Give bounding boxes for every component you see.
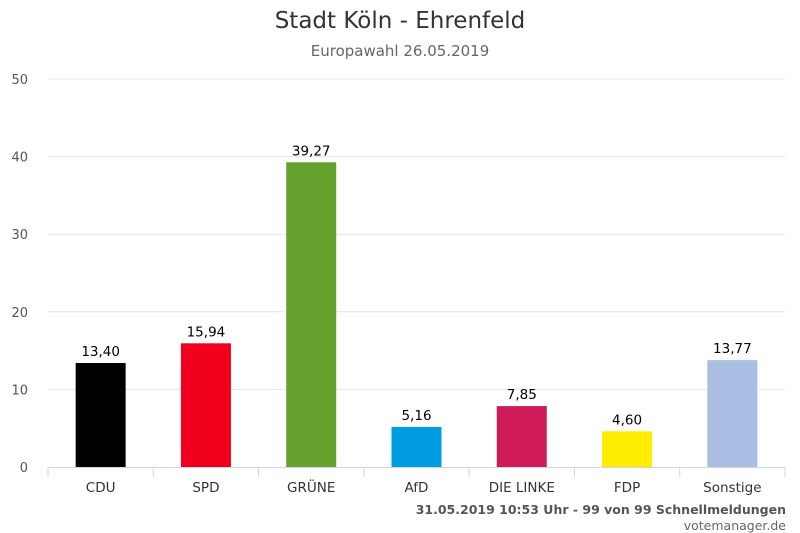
bar-afd[interactable] bbox=[391, 426, 442, 467]
bar-gr-ne[interactable] bbox=[286, 162, 337, 467]
bar-die-linke[interactable] bbox=[496, 406, 547, 467]
y-tick-label: 20 bbox=[11, 306, 28, 321]
data-label: 15,94 bbox=[187, 324, 226, 340]
data-label: 13,77 bbox=[713, 341, 752, 357]
bar-spd[interactable] bbox=[180, 343, 231, 467]
y-tick-label: 10 bbox=[11, 383, 28, 398]
x-tick-label: GRÜNE bbox=[287, 478, 335, 496]
x-tick-label: AfD bbox=[405, 480, 429, 496]
data-label: 4,60 bbox=[612, 412, 642, 428]
x-tick-label: SPD bbox=[192, 480, 219, 496]
bar-sonstige[interactable] bbox=[707, 360, 758, 467]
bar-chart: 0 10 20 30 40 50 13,40 CDU 15,94 SPD 39,27 GRÜNE 5,1… bbox=[11, 73, 786, 496]
x-tick-label: Sonstige bbox=[703, 480, 761, 496]
y-tick-label: 40 bbox=[11, 151, 28, 166]
data-label: 7,85 bbox=[507, 387, 537, 403]
chart-title: Stadt Köln - Ehrenfeld bbox=[274, 8, 526, 34]
data-label: 39,27 bbox=[292, 143, 331, 159]
data-label: 13,40 bbox=[81, 344, 120, 360]
credit-link[interactable]: votemanager.de bbox=[683, 518, 786, 533]
bar-cdu[interactable] bbox=[75, 363, 126, 467]
data-label: 5,16 bbox=[401, 408, 431, 424]
chart-subtitle: Europawahl 26.05.2019 bbox=[310, 42, 490, 60]
x-tick-label: DIE LINKE bbox=[489, 480, 555, 496]
y-tick-label: 30 bbox=[11, 228, 28, 243]
status-footer: 31.05.2019 10:53 Uhr - 99 von 99 Schnell… bbox=[415, 502, 786, 517]
x-tick-label: FDP bbox=[614, 480, 640, 496]
y-tick-label: 0 bbox=[20, 461, 28, 476]
y-tick-label: 50 bbox=[11, 73, 28, 88]
x-tick-label: CDU bbox=[86, 480, 116, 496]
bar-fdp[interactable] bbox=[602, 431, 653, 467]
